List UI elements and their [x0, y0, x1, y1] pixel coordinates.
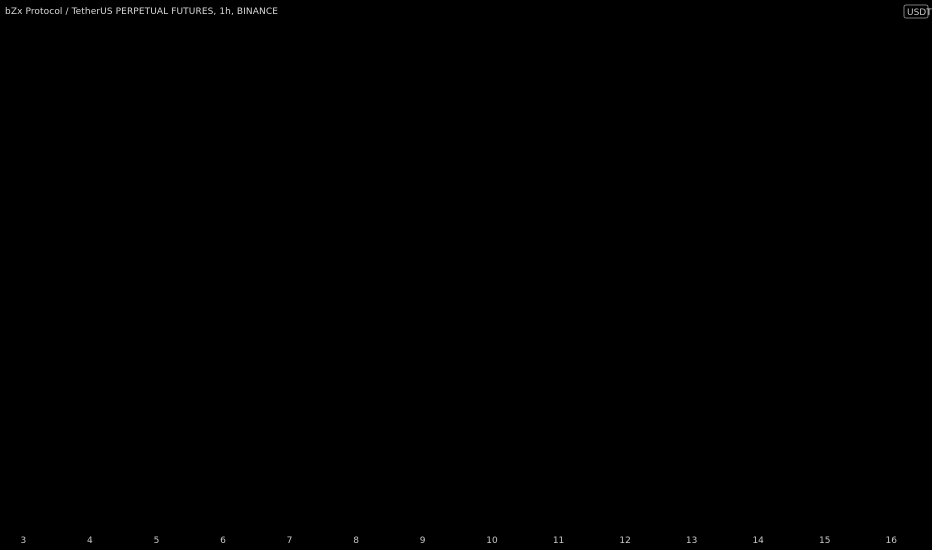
x-tick-label: 3: [21, 536, 27, 546]
x-tick-label: 9: [420, 536, 426, 546]
x-tick-label: 8: [353, 536, 359, 546]
x-tick-label: 16: [886, 536, 898, 546]
x-tick-label: 10: [486, 536, 498, 546]
x-tick-label: 14: [752, 536, 764, 546]
currency-badge-label: USDT: [907, 8, 932, 18]
x-tick-label: 11: [553, 536, 564, 546]
x-tick-label: 15: [819, 536, 830, 546]
x-tick-label: 6: [220, 536, 226, 546]
x-tick-label: 13: [686, 536, 697, 546]
x-tick-label: 5: [154, 536, 160, 546]
x-tick-label: 7: [287, 536, 293, 546]
currency-badge: [903, 4, 929, 19]
chart-title: bZx Protocol / TetherUS PERPETUAL FUTURE…: [5, 7, 279, 17]
x-tick-label: 4: [87, 536, 93, 546]
x-tick-label: 12: [619, 536, 630, 546]
